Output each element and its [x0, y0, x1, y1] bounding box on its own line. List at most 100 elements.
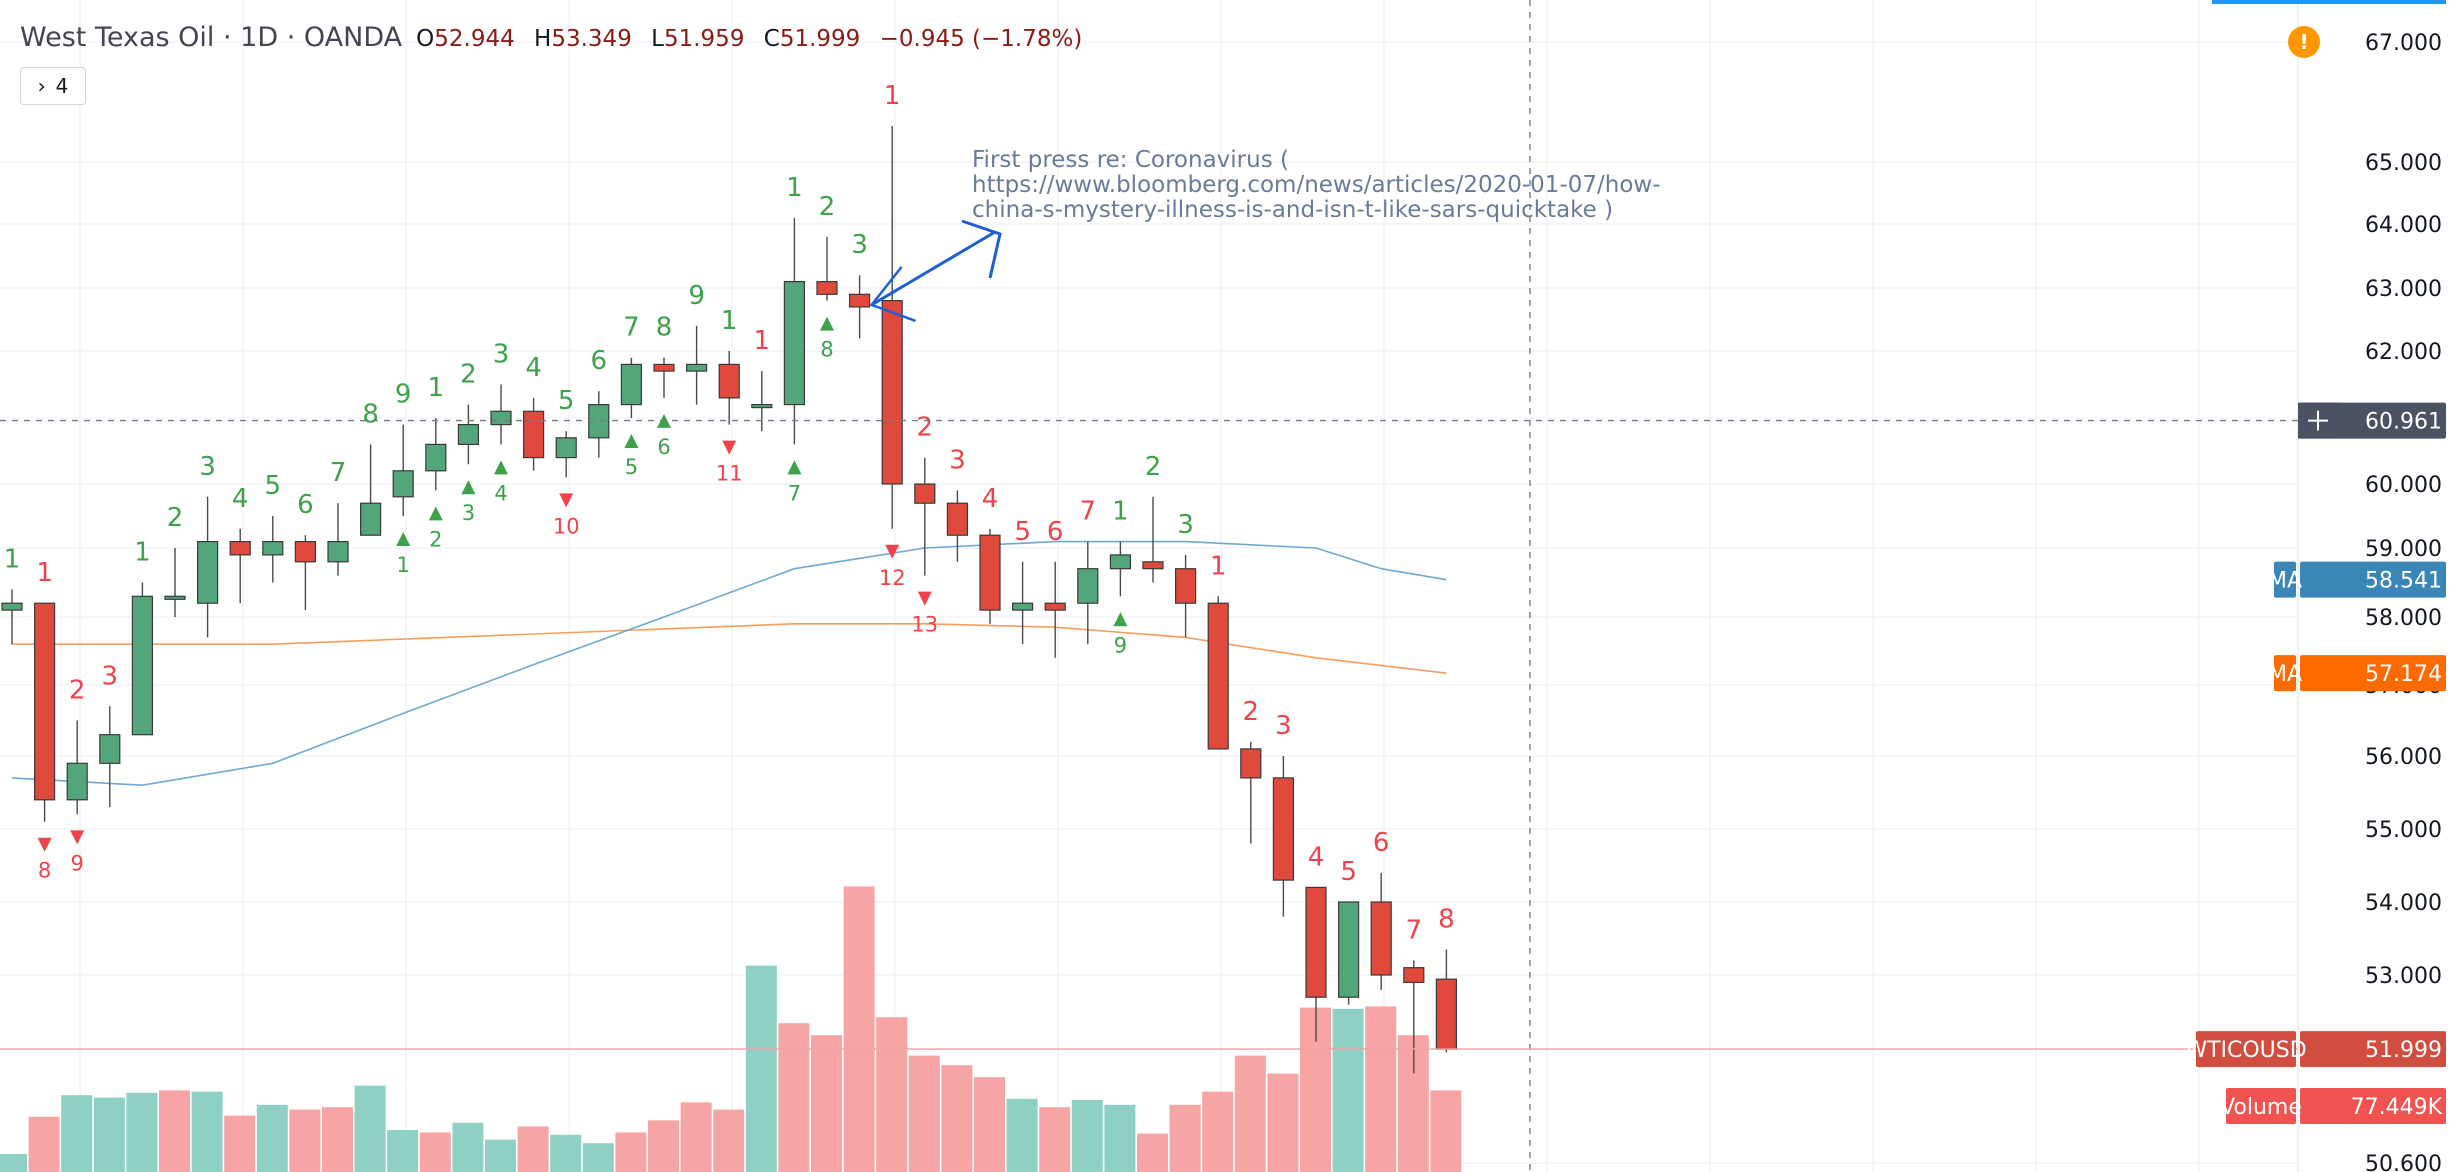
high-value: 53.349: [551, 26, 632, 52]
candle-body: [1337, 901, 1360, 998]
count-label: 2: [69, 676, 86, 706]
count-label: 6: [591, 346, 608, 376]
setup-count-label: 11: [716, 462, 743, 486]
triangle-down-icon: [559, 493, 574, 508]
volume-badge-value: 77.449K: [2351, 1095, 2443, 1120]
arrow-head: [961, 219, 1002, 279]
count-label: 3: [851, 230, 868, 260]
price-tick-label: 54.000: [2365, 891, 2442, 916]
candle-body: [685, 363, 708, 372]
count-label: 7: [330, 458, 347, 488]
count-label: 6: [297, 490, 314, 520]
candle-body: [1435, 978, 1458, 1050]
volume-bar: [1104, 1104, 1136, 1172]
setup-count-label: 10: [553, 514, 580, 538]
count-label: 3: [1275, 711, 1292, 741]
triangle-down-icon: [917, 591, 932, 606]
count-label: 3: [102, 661, 119, 691]
volume-bar: [126, 1092, 158, 1172]
volume-bar: [680, 1102, 712, 1172]
ma-slow-badge-value: 57.174: [2365, 662, 2442, 687]
count-label: 5: [265, 471, 282, 501]
last-price-badge-bg: [2300, 1031, 2446, 1068]
top-accent-bar: [2212, 0, 2446, 4]
count-label: 2: [917, 413, 934, 443]
ohlc-values: O52.944 H53.349 L51.959 C51.999 −0.945 (…: [416, 26, 1082, 52]
triangle-up-icon: [1113, 612, 1128, 627]
close-value: 51.999: [779, 26, 861, 52]
candle-body: [1044, 602, 1066, 611]
count-label: 6: [1373, 828, 1390, 858]
candle-body: [751, 404, 773, 409]
candle-body: [360, 502, 382, 536]
count-label: 6: [1047, 517, 1064, 547]
candle-body: [66, 762, 88, 801]
moving-averages: [11, 540, 1447, 787]
crosshair: [0, 0, 2298, 1172]
ma-slow-line: [12, 622, 1447, 674]
volume-badge: 77.449K Volume: [2220, 1088, 2446, 1124]
volume-bar: [778, 1023, 810, 1172]
count-label: 5: [1340, 857, 1357, 887]
low-value: 51.959: [663, 26, 745, 52]
arrow-tail: [869, 266, 917, 323]
triangle-up-icon: [787, 460, 802, 475]
volume-bar: [1006, 1098, 1038, 1172]
annotation-text[interactable]: First press re: Coronavirus ( https://ww…: [972, 147, 1661, 223]
count-label: 2: [1145, 452, 1162, 482]
candle-body: [99, 734, 121, 764]
alert-icon[interactable]: !: [2288, 26, 2320, 58]
volume-bar: [745, 965, 777, 1172]
count-label: 5: [558, 386, 575, 416]
price-tick-label: 62.000: [2365, 340, 2442, 365]
candle-body: [392, 470, 414, 498]
volume-bar: [648, 1120, 679, 1172]
candle-body: [718, 363, 740, 399]
indicators-toggle-button[interactable]: › 4: [20, 67, 86, 105]
setup-count-label: 5: [625, 455, 638, 479]
candle-body: [1174, 568, 1197, 604]
count-label: 2: [167, 503, 184, 533]
triangle-down-icon: [70, 830, 85, 845]
volume-bar: [387, 1130, 419, 1172]
candle-body: [881, 300, 903, 485]
count-label: 1: [134, 538, 151, 568]
setup-count-label: 7: [788, 481, 801, 505]
volume-bar: [1430, 1090, 1462, 1172]
candle-body: [620, 363, 643, 406]
volume-bar: [941, 1065, 973, 1172]
setup-count-label: 8: [820, 338, 833, 362]
symbol-title[interactable]: West Texas Oil · 1D · OANDA: [20, 22, 403, 53]
candle-body: [1142, 561, 1164, 570]
open-value: 52.944: [434, 26, 515, 52]
triangle-up-icon: [624, 434, 639, 448]
volume-bar: [550, 1134, 582, 1172]
chevron-right-icon: ›: [37, 74, 46, 98]
last-price-badge-label-bg: [2196, 1031, 2296, 1068]
count-label: 1: [1210, 551, 1227, 581]
volume-bar: [93, 1097, 125, 1172]
ma-fast-badge-value: 58.541: [2365, 569, 2442, 594]
volume-bar: [974, 1077, 1005, 1172]
setup-count-label: 3: [462, 501, 475, 525]
price-badges: 60.961 58.541 MA 57.174 MA 51.999 WTICOUSD 77.4…: [2185, 402, 2446, 1124]
volume-bar: [1137, 1133, 1168, 1172]
price-tick-label: 63.000: [2365, 277, 2442, 302]
count-label: 7: [623, 313, 640, 343]
candle-body: [294, 540, 316, 563]
volume-bar: [191, 1091, 223, 1172]
ma-slow-badge-label: MA: [2268, 662, 2302, 687]
setup-count-label: 6: [657, 435, 670, 459]
grid-lines: [0, 0, 2299, 1172]
count-label: 8: [1438, 905, 1455, 935]
volume-bar: [876, 1017, 908, 1172]
ma-fast-badge-bg: [2300, 561, 2446, 598]
volume-bars: [0, 886, 1462, 1172]
candle-body: [783, 281, 806, 406]
count-label: 2: [1243, 697, 1260, 727]
count-label: 1: [36, 558, 53, 588]
candle-body: [457, 424, 479, 446]
